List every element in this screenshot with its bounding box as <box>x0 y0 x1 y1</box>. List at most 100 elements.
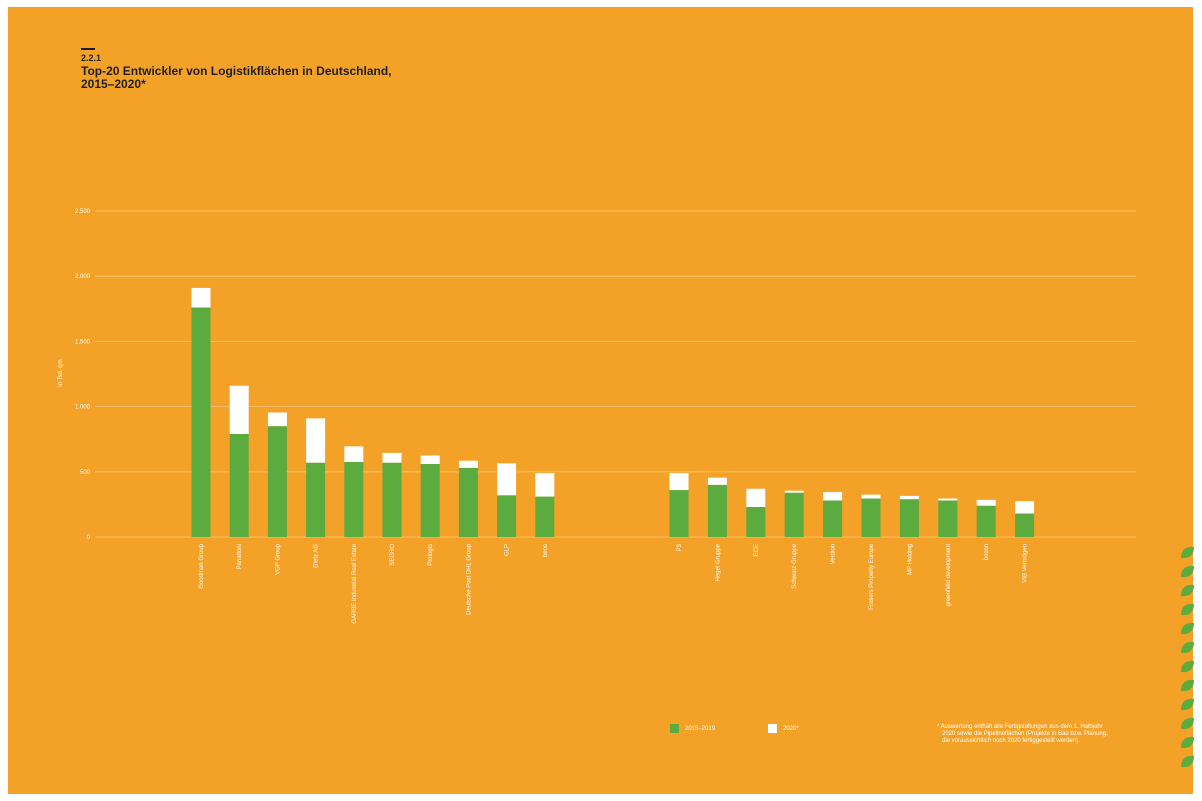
bar-2020 <box>707 477 727 485</box>
footnote-line: 2020 sowie die Pipelineflächen (Projekte… <box>942 731 1108 737</box>
x-tick-labels: Goodman Group Panattoni VGP Group Dietz AG G… <box>199 543 1029 623</box>
legend-swatch-white <box>768 724 777 733</box>
legend-item-2015-2019: 2015–2019 <box>670 724 715 733</box>
bar-2015-2019 <box>823 500 843 537</box>
legend-swatch-green <box>670 724 679 733</box>
x-tick-label: Panattoni <box>237 544 243 569</box>
x-tick-label: P3 <box>677 543 683 551</box>
leaf-icon <box>1181 717 1194 730</box>
bar-2020 <box>746 488 766 508</box>
leaf-icon <box>1181 622 1194 635</box>
leaf-icon <box>1181 603 1194 616</box>
y-tick-label: 500 <box>80 470 91 476</box>
legend-label: 2020* <box>783 725 799 732</box>
chart-title-line-2: 2015–2020* <box>81 77 146 91</box>
bar-2015-2019 <box>976 505 996 537</box>
section-number: 2.2.1 <box>81 53 102 63</box>
bar-2015-2019 <box>535 496 555 537</box>
x-tick-label: ECE <box>754 544 760 556</box>
x-tick-label: VGP Group <box>275 543 281 575</box>
x-tick-label: Prologis <box>428 544 434 566</box>
bar-2015-2019 <box>899 499 919 537</box>
bar-2015-2019 <box>267 426 287 537</box>
bar-2020 <box>1015 501 1035 514</box>
x-tick-label: Dietz AG <box>314 544 320 568</box>
bar-2020 <box>229 385 249 434</box>
x-tick-label: GARBE Industrial Real Estate <box>352 543 358 623</box>
section-marker <box>81 48 95 50</box>
x-tick-label: Frasers Property Europe <box>869 543 875 609</box>
bar-2020 <box>382 452 402 463</box>
leaf-icon <box>1181 755 1194 768</box>
x-tick-label: Verdion <box>831 544 837 564</box>
bar-2020 <box>535 473 555 497</box>
footnote-line: die voraussichtlich noch 2020 fertiggest… <box>942 738 1080 744</box>
x-tick-label: GLP <box>505 544 511 556</box>
x-tick-label: Schwarz Gruppe <box>792 543 798 588</box>
bar-2020 <box>191 287 211 308</box>
footnote-line: * Auswertung enthält alle Fertigstellung… <box>937 724 1103 730</box>
y-tick-label: 2.500 <box>75 209 91 215</box>
bar-2020 <box>497 463 517 496</box>
leaf-icon <box>1181 736 1194 749</box>
x-tick-label: greenfield development <box>946 544 952 607</box>
legend-label: 2015–2019 <box>685 725 716 732</box>
footnote: * Auswertung enthält alle Fertigstellung… <box>937 724 1147 745</box>
leaf-decoration <box>1181 546 1194 768</box>
y-axis-label: in Tsd. qm <box>58 359 64 386</box>
bar-2015-2019 <box>344 462 364 537</box>
bar-2020 <box>267 412 287 427</box>
y-tick-label: 2.000 <box>75 274 91 280</box>
bar-2015-2019 <box>861 498 881 537</box>
leaf-icon <box>1181 565 1194 578</box>
leaf-icon <box>1181 698 1194 711</box>
chart-title: Top-20 Entwickler von Logistikflächen in… <box>81 65 481 91</box>
x-tick-label: Goodman Group <box>199 543 205 588</box>
bar-2020 <box>344 446 364 463</box>
leaf-icon <box>1181 660 1194 673</box>
x-tick-label: Deutsche Post DHL Group <box>466 543 472 614</box>
bar-2015-2019 <box>229 433 249 537</box>
chart-title-line-1: Top-20 Entwickler von Logistikflächen in… <box>81 64 392 78</box>
leaf-icon <box>1181 679 1194 692</box>
x-tick-label: VIB Vermögen <box>1023 544 1029 583</box>
y-tick-label: 1.000 <box>75 405 91 411</box>
y-tick-labels: 0 500 1.000 1.500 2.000 2.500 <box>75 209 91 541</box>
y-tick-label: 1.500 <box>75 339 91 345</box>
bar-2020 <box>976 499 996 506</box>
legend-item-2020: 2020* <box>768 724 799 733</box>
bars <box>191 287 1035 537</box>
bar-2015-2019 <box>784 492 804 537</box>
bar-2015-2019 <box>1015 513 1035 537</box>
bar-2015-2019 <box>420 463 440 537</box>
bar-2015-2019 <box>938 500 958 537</box>
bar-2020 <box>458 460 478 468</box>
bar-2015-2019 <box>191 307 211 537</box>
bar-2015-2019 <box>306 462 326 537</box>
bar-2020 <box>306 418 326 463</box>
leaf-icon <box>1181 546 1194 559</box>
y-tick-label: 0 <box>87 535 91 541</box>
bar-2015-2019 <box>382 462 402 537</box>
bar-2020 <box>899 495 919 500</box>
x-tick-label: MP Holding <box>907 544 913 575</box>
leaf-icon <box>1181 641 1194 654</box>
gridlines <box>95 210 1136 538</box>
bar-2020 <box>784 490 804 493</box>
x-tick-label: Hegel Gruppe <box>715 543 721 581</box>
bar-2020 <box>669 473 689 491</box>
bar-2015-2019 <box>746 507 766 537</box>
leaf-icon <box>1181 584 1194 597</box>
bar-2020 <box>861 494 881 499</box>
bar-2015-2019 <box>497 495 517 537</box>
x-tick-label: beos <box>543 544 549 557</box>
bar-2020 <box>823 492 843 501</box>
bar-2020 <box>420 455 440 464</box>
x-tick-label: bocon <box>984 544 990 560</box>
x-tick-label: SEGRO <box>390 544 396 566</box>
bar-2015-2019 <box>458 467 478 537</box>
bar-2015-2019 <box>707 484 727 537</box>
bar-2015-2019 <box>669 490 689 537</box>
bar-2020 <box>938 498 958 501</box>
